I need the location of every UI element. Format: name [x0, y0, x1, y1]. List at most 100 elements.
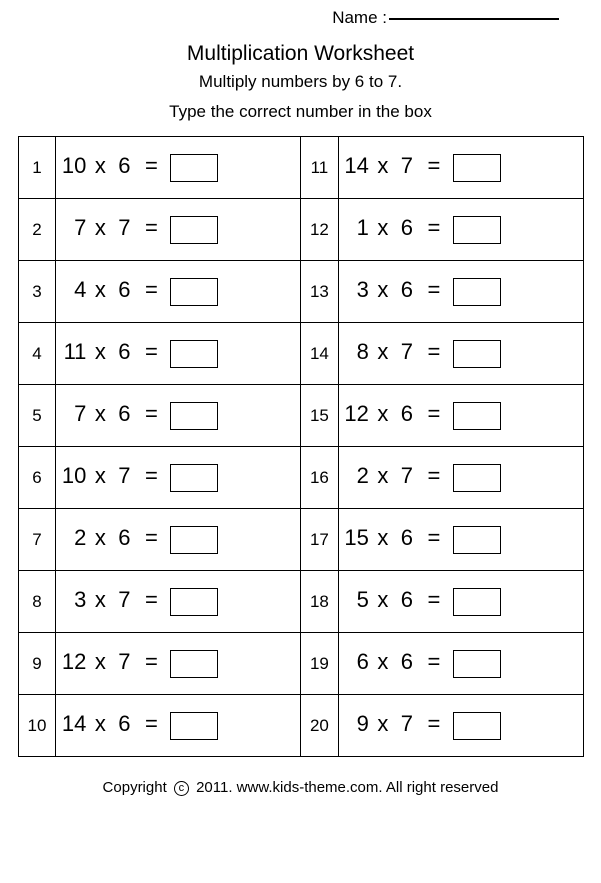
answer-box[interactable]	[453, 402, 501, 430]
answer-box[interactable]	[170, 340, 218, 368]
equals-symbol: =	[417, 153, 451, 179]
problem-number: 1	[18, 137, 56, 199]
times-symbol: x	[369, 401, 397, 427]
problem-cell: 9x7=	[338, 695, 583, 757]
answer-box[interactable]	[170, 526, 218, 554]
equals-symbol: =	[417, 215, 451, 241]
worksheet-page: Name : Multiplication Worksheet Multiply…	[0, 0, 601, 808]
equals-symbol: =	[417, 649, 451, 675]
problem-number: 11	[300, 137, 338, 199]
problem-cell: 15x6=	[338, 509, 583, 571]
problem-number: 12	[300, 199, 338, 261]
operand-a: 8	[339, 339, 369, 365]
operand-b: 7	[114, 215, 134, 241]
table-row: 27x7=121x6=	[18, 199, 583, 261]
times-symbol: x	[369, 215, 397, 241]
times-symbol: x	[369, 649, 397, 675]
operand-b: 6	[114, 401, 134, 427]
times-symbol: x	[86, 463, 114, 489]
equals-symbol: =	[134, 215, 168, 241]
answer-box[interactable]	[453, 650, 501, 678]
answer-box[interactable]	[170, 278, 218, 306]
answer-box[interactable]	[170, 216, 218, 244]
operand-a: 14	[339, 153, 369, 179]
answer-box[interactable]	[453, 216, 501, 244]
page-subtitle: Multiply numbers by 6 to 7.	[12, 72, 589, 92]
problem-cell: 11x6=	[56, 323, 301, 385]
operand-a: 9	[339, 711, 369, 737]
problem-cell: 7x6=	[56, 385, 301, 447]
operand-b: 6	[397, 401, 417, 427]
times-symbol: x	[369, 587, 397, 613]
table-row: 57x6=1512x6=	[18, 385, 583, 447]
answer-box[interactable]	[170, 464, 218, 492]
equals-symbol: =	[134, 711, 168, 737]
problem-cell: 10x6=	[56, 137, 301, 199]
operand-a: 1	[339, 215, 369, 241]
table-row: 912x7=196x6=	[18, 633, 583, 695]
equals-symbol: =	[134, 339, 168, 365]
times-symbol: x	[86, 339, 114, 365]
answer-box[interactable]	[453, 588, 501, 616]
operand-a: 3	[339, 277, 369, 303]
equals-symbol: =	[417, 339, 451, 365]
problem-cell: 2x6=	[56, 509, 301, 571]
answer-box[interactable]	[170, 588, 218, 616]
times-symbol: x	[86, 711, 114, 737]
times-symbol: x	[369, 711, 397, 737]
answer-box[interactable]	[453, 278, 501, 306]
name-row: Name :	[12, 8, 589, 42]
copyright-icon: c	[174, 781, 189, 796]
times-symbol: x	[86, 153, 114, 179]
problem-cell: 14x7=	[338, 137, 583, 199]
problem-number: 8	[18, 571, 56, 633]
operand-a: 7	[56, 215, 86, 241]
answer-box[interactable]	[453, 154, 501, 182]
operand-a: 3	[56, 587, 86, 613]
problem-cell: 3x7=	[56, 571, 301, 633]
problem-number: 4	[18, 323, 56, 385]
table-row: 411x6=148x7=	[18, 323, 583, 385]
answer-box[interactable]	[170, 712, 218, 740]
problem-cell: 14x6=	[56, 695, 301, 757]
equals-symbol: =	[417, 711, 451, 737]
operand-b: 6	[397, 525, 417, 551]
answer-box[interactable]	[170, 650, 218, 678]
table-row: 1014x6=209x7=	[18, 695, 583, 757]
problem-cell: 12x7=	[56, 633, 301, 695]
operand-b: 7	[397, 463, 417, 489]
answer-box[interactable]	[453, 712, 501, 740]
operand-a: 2	[56, 525, 86, 551]
times-symbol: x	[369, 277, 397, 303]
equals-symbol: =	[417, 587, 451, 613]
problem-number: 5	[18, 385, 56, 447]
name-input-line[interactable]	[389, 18, 559, 20]
operand-b: 6	[114, 711, 134, 737]
table-row: 110x6=1114x7=	[18, 137, 583, 199]
problem-number: 14	[300, 323, 338, 385]
equals-symbol: =	[134, 463, 168, 489]
operand-a: 12	[56, 649, 86, 675]
times-symbol: x	[86, 401, 114, 427]
operand-b: 6	[114, 339, 134, 365]
operand-a: 6	[339, 649, 369, 675]
times-symbol: x	[369, 153, 397, 179]
times-symbol: x	[86, 215, 114, 241]
operand-b: 7	[114, 649, 134, 675]
table-row: 83x7=185x6=	[18, 571, 583, 633]
footer-post: 2011. www.kids-theme.com. All right rese…	[196, 779, 498, 796]
answer-box[interactable]	[453, 526, 501, 554]
operand-a: 10	[56, 153, 86, 179]
table-row: 610x7=162x7=	[18, 447, 583, 509]
equals-symbol: =	[134, 153, 168, 179]
answer-box[interactable]	[453, 464, 501, 492]
times-symbol: x	[86, 525, 114, 551]
operand-a: 5	[339, 587, 369, 613]
answer-box[interactable]	[170, 154, 218, 182]
operand-a: 11	[56, 339, 86, 365]
problem-number: 9	[18, 633, 56, 695]
answer-box[interactable]	[170, 402, 218, 430]
equals-symbol: =	[134, 525, 168, 551]
answer-box[interactable]	[453, 340, 501, 368]
operand-a: 10	[56, 463, 86, 489]
